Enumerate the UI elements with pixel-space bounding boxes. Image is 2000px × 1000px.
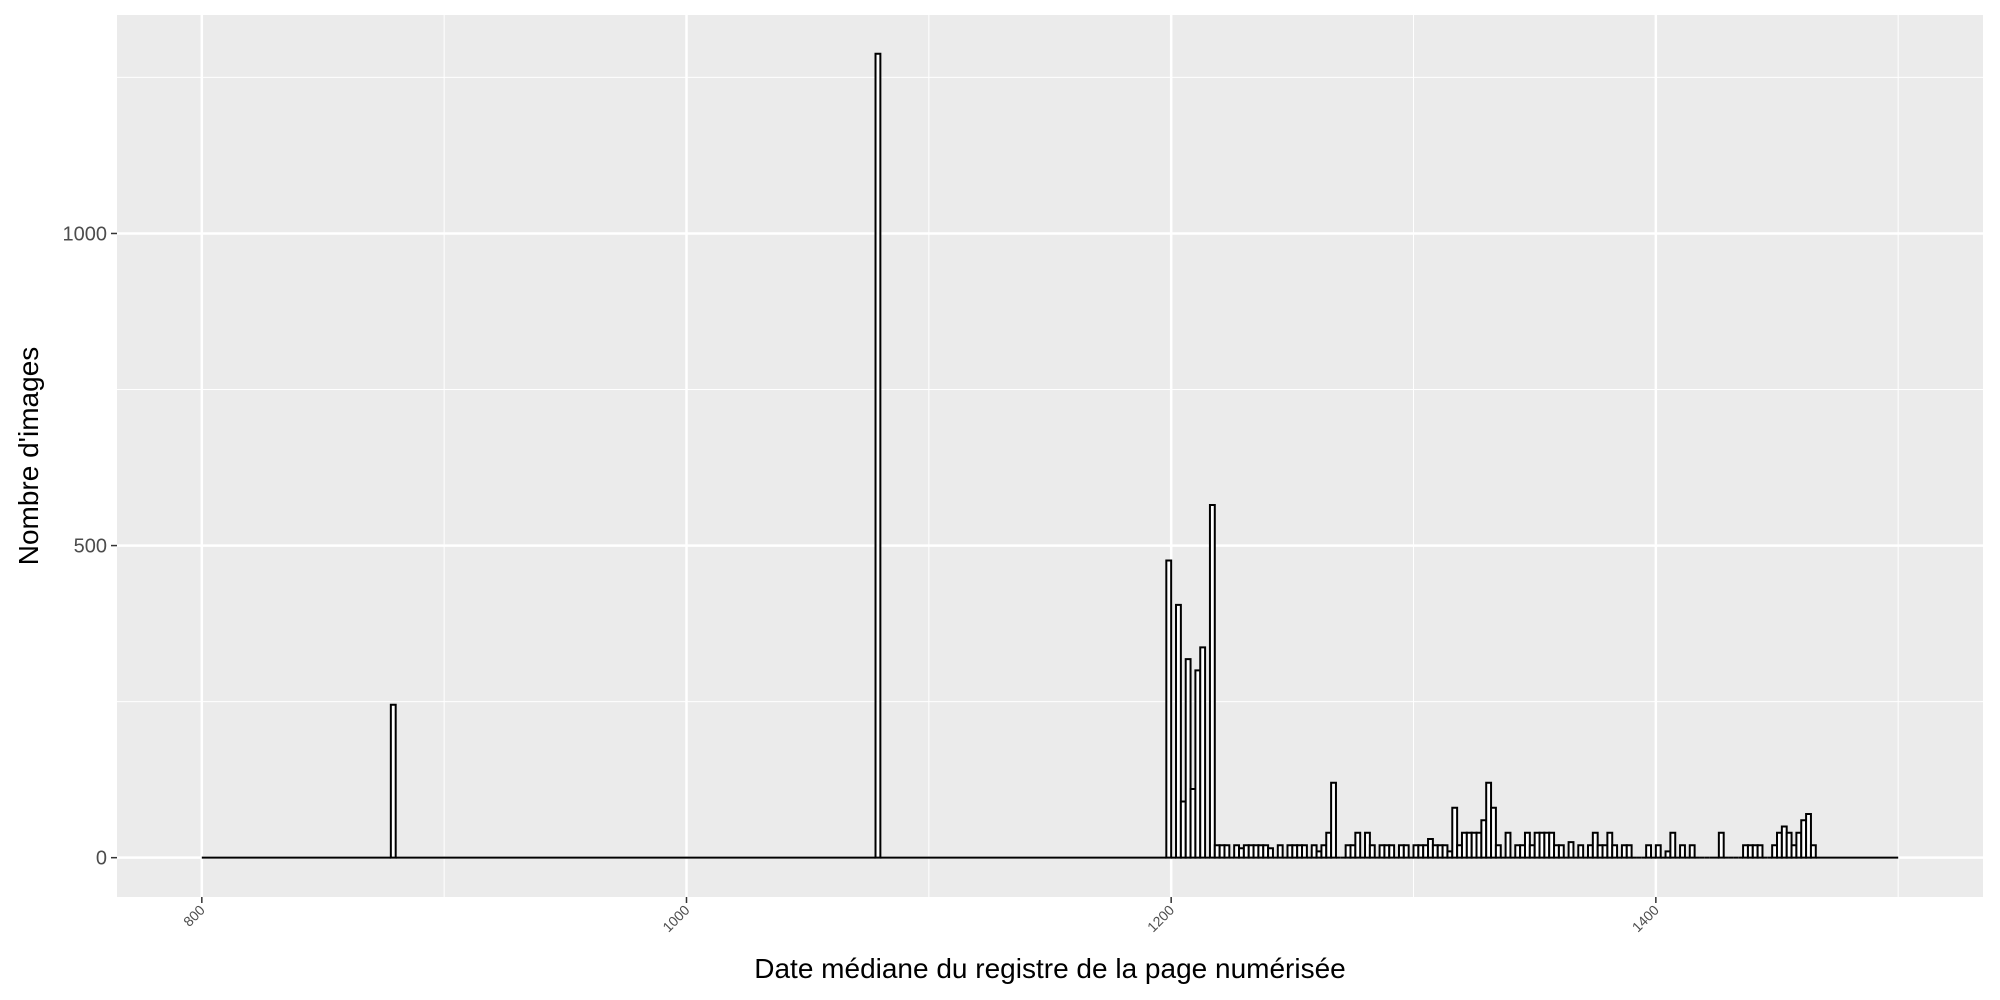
x-tick-label: 1200 — [1144, 902, 1177, 935]
bar — [1717, 831, 1725, 859]
x-tick-label: 1000 — [659, 902, 692, 935]
bar — [1606, 831, 1614, 859]
bar — [1223, 844, 1231, 859]
bar — [1364, 831, 1371, 859]
bar — [1402, 844, 1410, 859]
bar — [1427, 837, 1434, 859]
bar — [1199, 646, 1207, 859]
bar — [1809, 844, 1817, 859]
bar — [1494, 844, 1502, 859]
bar — [1591, 831, 1599, 859]
bar — [1548, 831, 1556, 859]
bar — [1310, 844, 1318, 859]
bar — [1567, 841, 1575, 859]
y-tick-label: 0 — [96, 848, 107, 870]
bar — [1679, 844, 1686, 859]
y-tick-label: 1000 — [63, 223, 108, 245]
bar — [1388, 844, 1396, 859]
bar — [1688, 844, 1696, 859]
bar — [1368, 844, 1376, 859]
bar — [1184, 658, 1192, 859]
bar — [1441, 844, 1449, 859]
bar — [1354, 831, 1362, 859]
bar — [1756, 844, 1764, 859]
bar — [1276, 844, 1284, 859]
bar — [389, 703, 397, 859]
bar — [1625, 844, 1633, 859]
bar — [1645, 844, 1652, 859]
bar — [874, 52, 882, 859]
bar — [1780, 825, 1788, 859]
bar — [1654, 844, 1662, 859]
bar — [1208, 504, 1216, 859]
bar — [1577, 844, 1585, 859]
y-axis-title: Nombre d'images — [13, 347, 44, 566]
x-axis-title: Date médiane du registre de la page numé… — [754, 953, 1345, 984]
bar — [1490, 806, 1497, 859]
bar — [1175, 603, 1182, 859]
bar — [1557, 844, 1565, 859]
bar — [1669, 831, 1677, 859]
x-tick-label: 1400 — [1629, 902, 1662, 935]
x-tick-label: 800 — [180, 902, 208, 930]
y-tick-label: 500 — [74, 536, 107, 558]
bar — [1785, 831, 1793, 859]
bar — [1301, 844, 1308, 859]
bar — [1165, 559, 1173, 859]
bar — [1330, 781, 1337, 859]
bar — [1504, 831, 1512, 859]
bar — [1523, 831, 1531, 859]
bar — [1262, 844, 1270, 859]
bar — [1451, 806, 1459, 859]
bar — [1611, 844, 1619, 859]
bar — [1233, 844, 1241, 859]
bar — [1485, 781, 1493, 859]
panel-background — [117, 15, 1983, 897]
bar — [1805, 812, 1812, 859]
bar — [1267, 847, 1274, 859]
